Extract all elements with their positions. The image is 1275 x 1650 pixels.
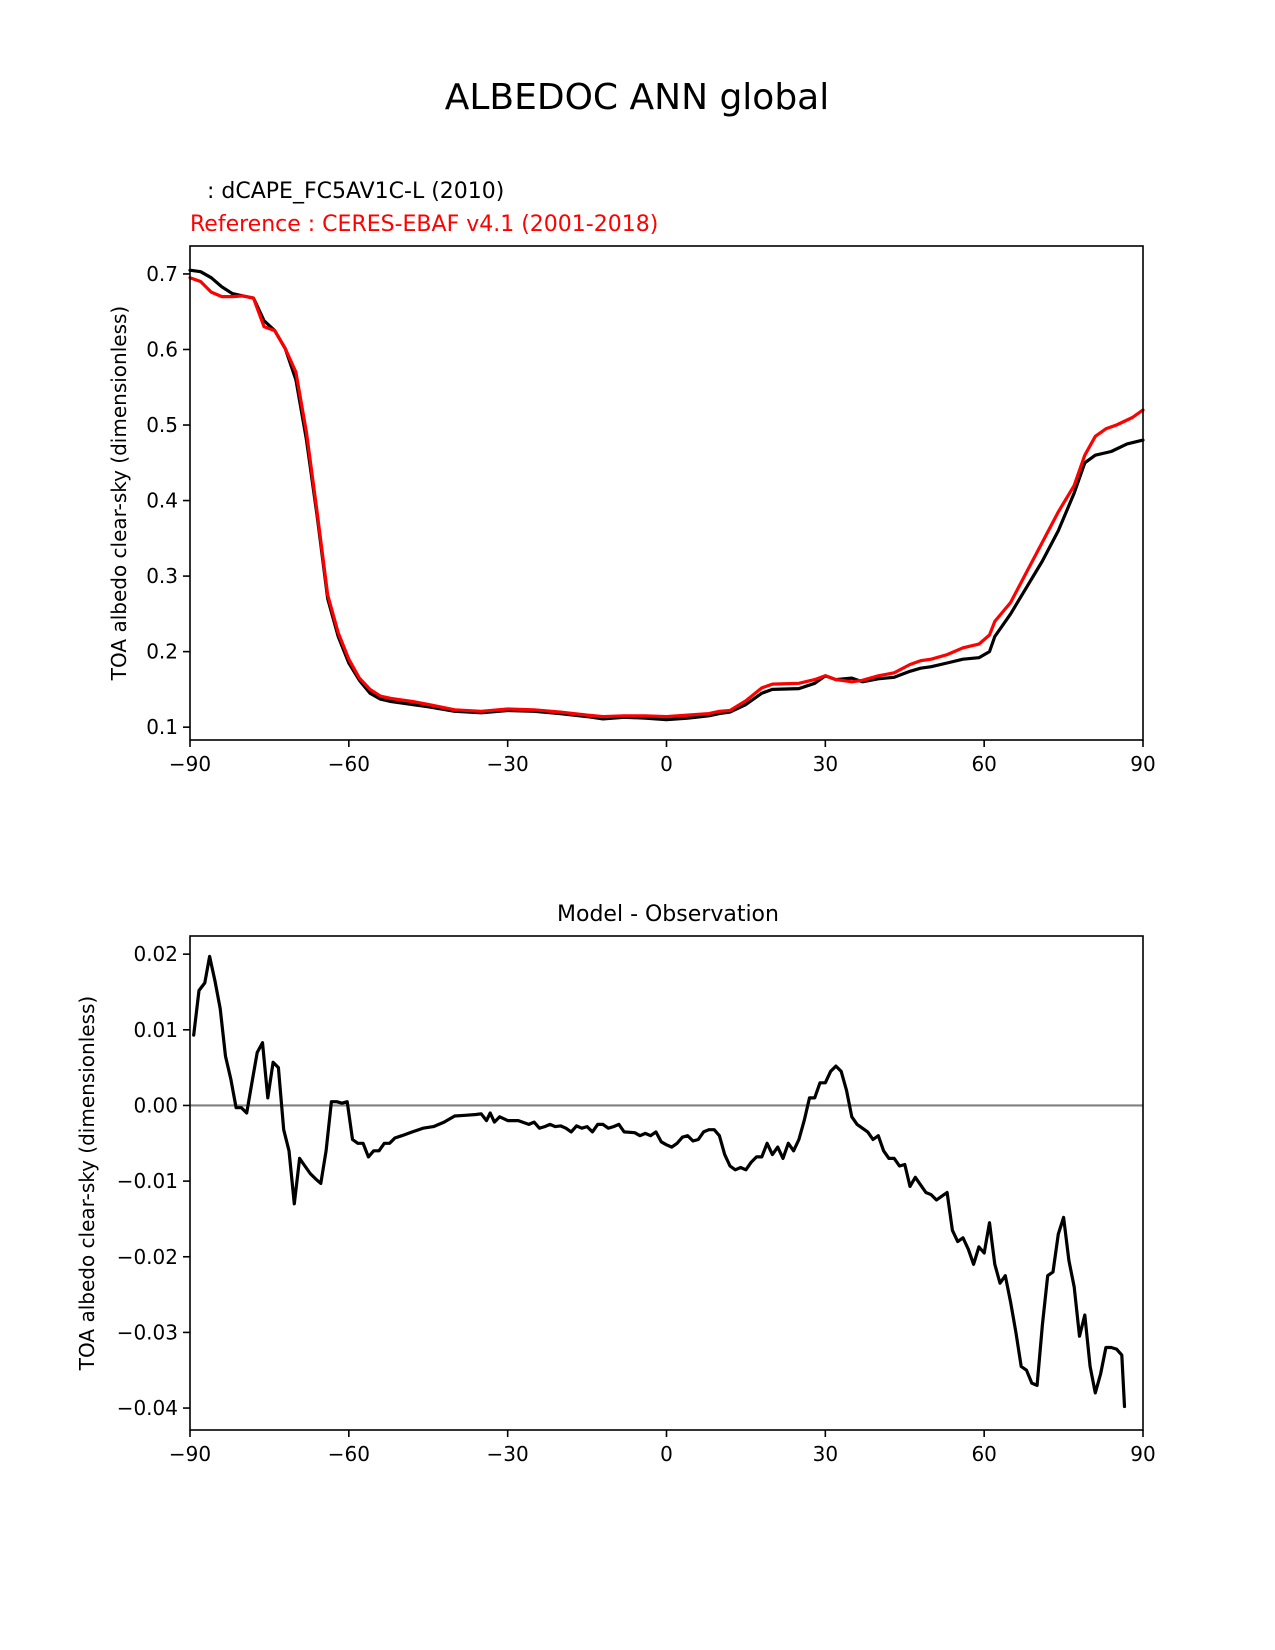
y-axis-label: TOA albedo clear-sky (dimensionless) bbox=[75, 996, 99, 1371]
y-tick-label: −0.03 bbox=[117, 1320, 178, 1344]
y-tick-label: 0.7 bbox=[146, 262, 178, 286]
y-tick-label: −0.01 bbox=[117, 1169, 178, 1193]
x-tick-label: 0 bbox=[660, 752, 673, 776]
x-tick-label: 90 bbox=[1130, 1442, 1155, 1466]
x-tick-label: −30 bbox=[487, 1442, 529, 1466]
y-tick-label: −0.04 bbox=[117, 1396, 178, 1420]
x-tick-label: −30 bbox=[487, 752, 529, 776]
plot-frame bbox=[189, 935, 1144, 1431]
x-tick-label: −60 bbox=[328, 752, 370, 776]
y-tick-label: 0.1 bbox=[146, 715, 178, 739]
y-tick-label: 0.4 bbox=[146, 489, 178, 513]
reference-label: Reference : CERES-EBAF v4.1 (2001-2018) bbox=[190, 212, 658, 237]
x-tick-label: −60 bbox=[328, 1442, 370, 1466]
x-tick-label: 90 bbox=[1130, 752, 1155, 776]
x-tick-label: 60 bbox=[971, 752, 996, 776]
y-tick-label: 0.01 bbox=[133, 1018, 178, 1042]
series-line-test bbox=[188, 268, 1145, 722]
x-tick-label: 0 bbox=[660, 1442, 673, 1466]
figure-title: ALBEDOC ANN global bbox=[445, 77, 830, 118]
x-tick-label: 60 bbox=[971, 1442, 996, 1466]
y-tick-label: −0.02 bbox=[117, 1245, 178, 1269]
x-tick-label: −90 bbox=[169, 752, 211, 776]
difference-chart-title: Model - Observation bbox=[557, 902, 779, 927]
albedo-profile-chart: : dCAPE_FC5AV1C-L (2010) Reference : CER… bbox=[107, 179, 1156, 776]
plot-frame bbox=[189, 245, 1144, 741]
x-tick-label: 30 bbox=[813, 752, 838, 776]
difference-chart: Model - Observation TOA albedo clear-sky… bbox=[75, 902, 1156, 1466]
x-tick-label: 30 bbox=[813, 1442, 838, 1466]
series-line-reference bbox=[188, 276, 1145, 719]
y-tick-label: 0.00 bbox=[133, 1093, 178, 1117]
y-tick-label: 0.3 bbox=[146, 564, 178, 588]
x-tick-label: −90 bbox=[169, 1442, 211, 1466]
y-tick-label: 0.2 bbox=[146, 640, 178, 664]
y-tick-label: 0.02 bbox=[133, 942, 178, 966]
y-tick-label: 0.6 bbox=[146, 337, 178, 361]
test-case-label: : dCAPE_FC5AV1C-L (2010) bbox=[200, 179, 504, 204]
y-axis-label: TOA albedo clear-sky (dimensionless) bbox=[107, 306, 131, 681]
y-tick-label: 0.5 bbox=[146, 413, 178, 437]
series-line-test bbox=[192, 954, 1127, 1409]
